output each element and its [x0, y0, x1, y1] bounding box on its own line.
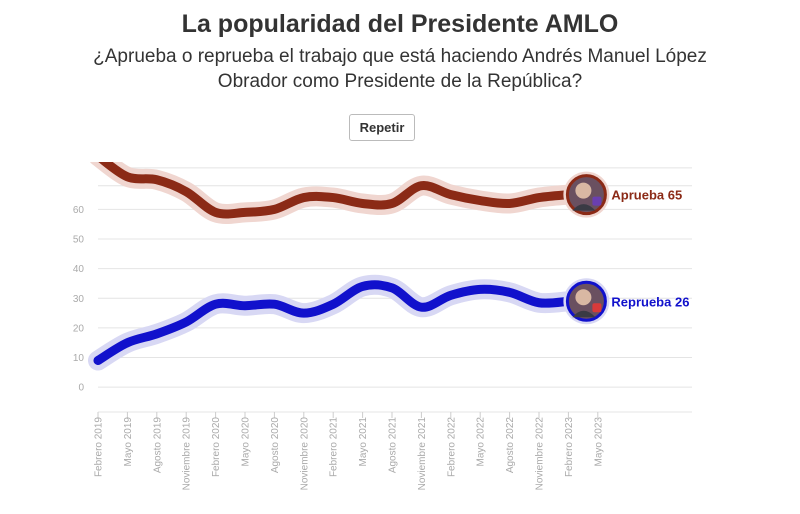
avatar-aprueba-face: [575, 182, 592, 199]
x-tick-label: Mayo 2020: [241, 417, 252, 467]
x-tick-label: Agosto 2019: [152, 417, 163, 474]
y-tick-label: 40: [73, 264, 85, 275]
avatar-aprueba: [563, 171, 610, 218]
series-aprueba-line: [98, 162, 573, 219]
series-reprueba-line: [93, 280, 573, 366]
x-tick-label: Noviembre 2021: [417, 417, 428, 491]
y-tick-label: 20: [73, 323, 85, 334]
x-tick-label: Febrero 2023: [564, 417, 575, 477]
avatar-reprueba-face: [575, 289, 592, 306]
x-tick-label: Noviembre 2022: [535, 417, 546, 491]
x-tick-label: Mayo 2023: [593, 417, 604, 467]
y-tick-label: 50: [73, 235, 85, 246]
x-tick-label: Agosto 2020: [270, 417, 281, 474]
avatar-reprueba-badge: [592, 303, 602, 313]
replay-button[interactable]: Repetir: [349, 114, 415, 141]
x-tick-label: Noviembre 2020: [299, 417, 310, 491]
x-tick-label: Agosto 2021: [388, 417, 399, 474]
x-tick-label: Febrero 2021: [329, 417, 340, 477]
x-tick-label: Febrero 2019: [94, 417, 105, 477]
avatar-reprueba-body: [572, 310, 596, 318]
x-tick-label: Mayo 2022: [476, 417, 487, 467]
x-tick-label: Noviembre 2019: [182, 417, 193, 491]
x-tick-label: Mayo 2019: [123, 417, 134, 467]
y-tick-label: 60: [73, 205, 85, 216]
series-aprueba-label: Aprueba 65: [611, 188, 682, 203]
series-reprueba-glow: [88, 274, 579, 371]
x-tick-label: Agosto 2022: [505, 417, 516, 474]
chart-subtitle: ¿Aprueba o reprueba el trabajo que está …: [93, 46, 707, 92]
series-reprueba-label: Reprueba 26: [611, 294, 689, 309]
chart-title: La popularidad del Presidente AMLO: [181, 10, 619, 38]
avatar-aprueba-badge: [592, 196, 602, 206]
y-tick-label: 0: [78, 383, 84, 394]
avatar-aprueba-body: [572, 204, 596, 211]
y-tick-label: 30: [73, 294, 85, 305]
avatar-reprueba: [563, 278, 610, 325]
x-tick-label: Mayo 2021: [358, 417, 369, 467]
x-tick-label: Febrero 2022: [446, 417, 457, 477]
y-tick-label: 10: [73, 353, 85, 364]
x-tick-label: Febrero 2020: [211, 417, 222, 477]
